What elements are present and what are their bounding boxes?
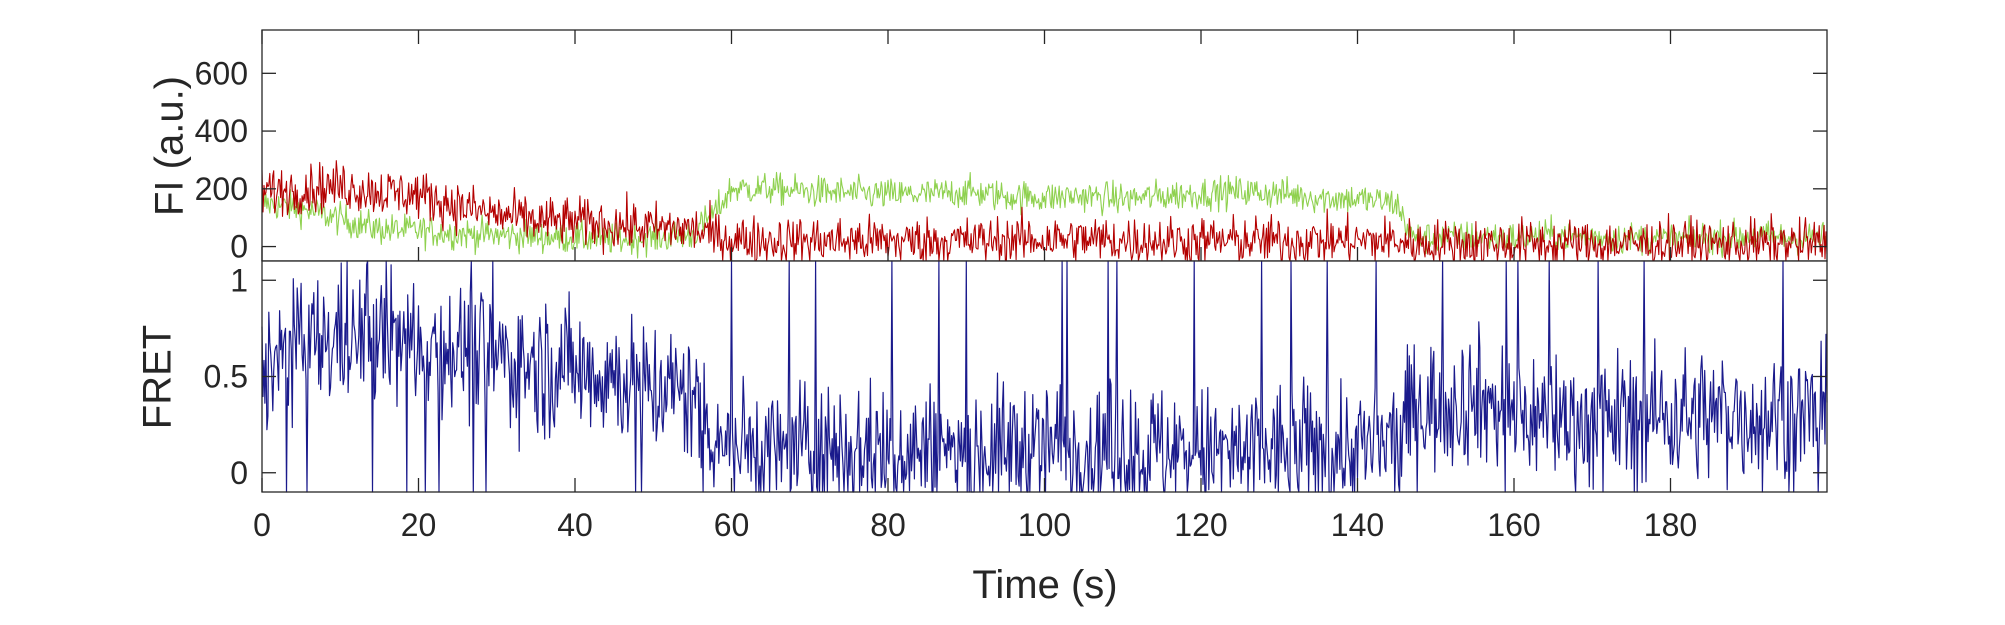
time-x-tick-label: 60 xyxy=(714,507,750,543)
fluorescence-panel: 0 200 400 600 FI (a.u.) xyxy=(148,29,1828,265)
time-x-axis-label: Time (s) xyxy=(972,563,1117,607)
fret-series-group xyxy=(261,260,1828,493)
time-x-tick-label: 140 xyxy=(1331,507,1384,543)
fluorescence-plot-area xyxy=(262,30,1827,261)
time-x-tick-label: 160 xyxy=(1487,507,1540,543)
fret-y-tick-label: 0.5 xyxy=(204,359,248,395)
fluorescence-y-ticks: 0 200 400 600 xyxy=(195,55,1827,265)
time-x-tick-label: 0 xyxy=(253,507,271,543)
time-x-tick-label: 80 xyxy=(870,507,906,543)
fluorescence-y-tick-label: 600 xyxy=(195,55,248,91)
fluorescence-y-tick-label: 0 xyxy=(230,229,248,265)
fret-y-ticks: 00.51 xyxy=(204,262,1827,491)
time-x-tick-label: 100 xyxy=(1018,507,1071,543)
time-x-tick-label: 20 xyxy=(401,507,437,543)
fluorescence-y-axis-label: FI (a.u.) xyxy=(148,76,192,216)
fret-y-axis-label: FRET xyxy=(136,325,180,429)
time-x-tick-label: 180 xyxy=(1644,507,1697,543)
fluorescence-y-tick-label: 200 xyxy=(195,171,248,207)
fret-y-tick-label: 0 xyxy=(230,455,248,491)
time-x-ticks: 0 20 40 60 80 100 120 140 160 180 xyxy=(253,30,1697,543)
fluorescence-y-tick-label: 400 xyxy=(195,113,248,149)
fret-series-0-line xyxy=(261,260,1828,493)
time-x-tick-label: 120 xyxy=(1174,507,1227,543)
fluorescence-series-0-line xyxy=(261,171,1828,261)
fret-y-tick-label: 1 xyxy=(230,262,248,298)
time-x-tick-label: 40 xyxy=(557,507,593,543)
fret-panel: 00.51 0 20 40 60 80 100 120 140 160 180 FRET Time… xyxy=(136,30,1828,607)
